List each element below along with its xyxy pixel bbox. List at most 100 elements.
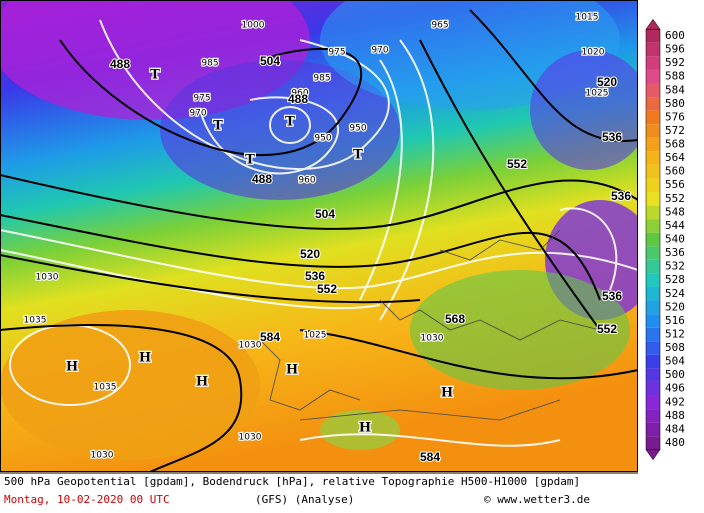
legend-label: 572 bbox=[665, 124, 685, 137]
legend-label: 544 bbox=[665, 219, 685, 232]
legend-swatch bbox=[646, 422, 660, 437]
legend-swatch bbox=[646, 341, 660, 355]
legend-swatch bbox=[646, 300, 660, 315]
legend-label: 588 bbox=[665, 70, 685, 83]
legend-swatch bbox=[646, 205, 660, 220]
pressure-label: 950 bbox=[349, 124, 366, 134]
legend-swatch bbox=[646, 192, 660, 206]
legend-label: 564 bbox=[665, 151, 685, 164]
legend-label: 520 bbox=[665, 300, 685, 313]
footer-model: (GFS) (Analyse) bbox=[255, 493, 354, 506]
legend-label: 516 bbox=[665, 314, 685, 327]
legend-label: 596 bbox=[665, 43, 685, 56]
legend-swatch bbox=[646, 354, 660, 369]
pressure-label: 965 bbox=[431, 21, 448, 31]
legend-arrow-top bbox=[645, 18, 661, 30]
pressure-label: 960 bbox=[298, 176, 315, 186]
legend-label: 568 bbox=[665, 138, 685, 151]
pressure-label: 950 bbox=[314, 134, 331, 144]
legend-swatch bbox=[646, 286, 660, 301]
pressure-center: H bbox=[286, 363, 298, 378]
legend-swatch bbox=[646, 381, 660, 396]
pressure-label: 960 bbox=[291, 89, 308, 99]
pressure-center: H bbox=[139, 351, 151, 366]
legend-label: 524 bbox=[665, 287, 685, 300]
legend-swatch bbox=[646, 137, 660, 152]
height-label: 520 bbox=[597, 75, 617, 89]
height-label: 488 bbox=[288, 92, 308, 106]
legend-label: 576 bbox=[665, 110, 685, 123]
legend-swatch bbox=[646, 69, 660, 84]
legend-label: 496 bbox=[665, 382, 685, 395]
legend-swatch bbox=[646, 368, 660, 382]
height-label: 488 bbox=[110, 57, 130, 71]
pressure-label: 985 bbox=[313, 74, 330, 84]
legend-label: 600 bbox=[665, 29, 685, 42]
pressure-center: T bbox=[285, 115, 295, 130]
height-label: 584 bbox=[260, 330, 280, 344]
legend-swatch bbox=[646, 29, 660, 43]
legend-swatch bbox=[646, 314, 660, 328]
legend-swatch bbox=[646, 395, 660, 410]
height-label: 536 bbox=[602, 130, 622, 144]
pressure-label: 1030 bbox=[91, 451, 114, 461]
legend-swatch bbox=[646, 327, 660, 342]
height-label: 536 bbox=[602, 289, 622, 303]
height-label: 536 bbox=[305, 269, 325, 283]
legend-label: 528 bbox=[665, 273, 685, 286]
height-label: 536 bbox=[611, 189, 631, 203]
footer-credit: © www.wetter3.de bbox=[484, 493, 590, 506]
legend-label: 508 bbox=[665, 341, 685, 354]
color-legend: 6005965925885845805765725685645605565525… bbox=[645, 18, 685, 461]
pressure-label: 1025 bbox=[304, 331, 327, 341]
pressure-center: H bbox=[359, 421, 371, 436]
height-label: 488 bbox=[252, 172, 272, 186]
legend-swatch bbox=[646, 110, 660, 125]
height-label: 552 bbox=[317, 282, 337, 296]
legend-swatch bbox=[646, 151, 660, 165]
pressure-center: H bbox=[196, 375, 208, 390]
legend-label: 484 bbox=[665, 422, 685, 435]
coastlines bbox=[259, 229, 601, 421]
pressure-label: 1020 bbox=[582, 48, 605, 58]
pressure-center: H bbox=[441, 386, 453, 401]
legend-swatch bbox=[646, 232, 660, 247]
pressure-label: 970 bbox=[371, 46, 388, 56]
pressure-label: 1035 bbox=[24, 316, 47, 326]
footer-description: 500 hPa Geopotential [gpdam], Bodendruck… bbox=[4, 475, 580, 488]
legend-swatch bbox=[646, 56, 660, 70]
pressure-center: T bbox=[353, 148, 363, 163]
height-label: 504 bbox=[315, 207, 335, 221]
legend-swatch bbox=[646, 273, 660, 287]
pressure-label: 1025 bbox=[586, 89, 609, 99]
legend-label: 592 bbox=[665, 56, 685, 69]
legend-swatch bbox=[646, 259, 660, 274]
pressure-label: 1000 bbox=[242, 21, 265, 31]
legend-swatch bbox=[646, 164, 660, 179]
legend-label: 532 bbox=[665, 260, 685, 273]
pressure-label: 1015 bbox=[576, 13, 599, 23]
legend-swatch bbox=[646, 83, 660, 98]
pressure-label: 970 bbox=[189, 109, 206, 119]
legend-swatch bbox=[646, 124, 660, 138]
legend-label: 488 bbox=[665, 409, 685, 422]
pressure-label: 1030 bbox=[239, 341, 262, 351]
height-label: 584 bbox=[420, 450, 440, 464]
legend-label: 560 bbox=[665, 165, 685, 178]
legend-label: 548 bbox=[665, 205, 685, 218]
legend-swatch bbox=[646, 178, 660, 193]
height-label: 552 bbox=[597, 322, 617, 336]
legend-label: 552 bbox=[665, 192, 685, 205]
pressure-center: H bbox=[66, 360, 78, 375]
legend-arrow-bottom bbox=[645, 449, 661, 461]
legend-label: 492 bbox=[665, 395, 685, 408]
map-labels: 1000 985 975 970 960 950 950 960 985 975 970 965 101… bbox=[22, 11, 632, 465]
legend-swatch bbox=[646, 42, 660, 57]
height-label: 552 bbox=[507, 157, 527, 171]
legend-label: 540 bbox=[665, 233, 685, 246]
map-field bbox=[0, 0, 638, 472]
pressure-center: T bbox=[245, 153, 255, 168]
legend-swatch bbox=[646, 436, 660, 450]
pressure-center: T bbox=[213, 119, 223, 134]
